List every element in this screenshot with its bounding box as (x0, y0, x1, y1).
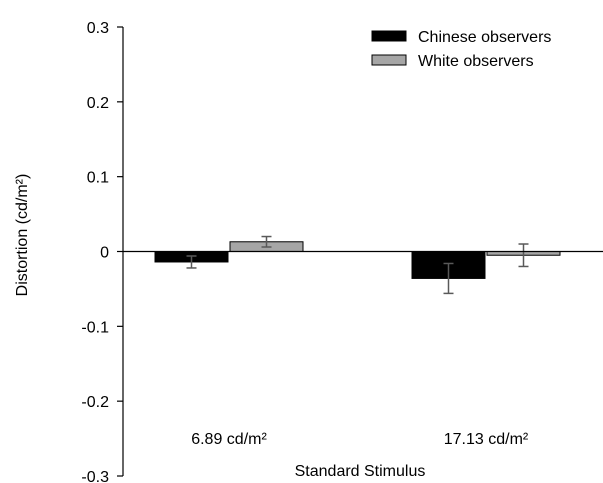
x-axis-title: Standard Stimulus (295, 463, 426, 480)
y-tick-label: -0.2 (81, 394, 109, 411)
category-labels: 6.89 cd/m² 17.13 cd/m² (191, 431, 529, 448)
legend-swatch (371, 54, 407, 66)
y-axis-ticks: 0.3 0.2 0.1 0 -0.1 -0.2 -0.3 (81, 20, 123, 483)
category-label: 17.13 cd/m² (444, 431, 529, 448)
y-tick-label: 0.1 (87, 170, 109, 187)
y-tick-label: 0 (100, 245, 109, 262)
y-tick-label: -0.1 (81, 319, 109, 336)
y-tick-label: 0.2 (87, 95, 109, 112)
y-tick-label: 0.3 (87, 20, 109, 37)
bars (154, 235, 561, 295)
legend-label: Chinese observers (418, 29, 551, 46)
y-axis-title: Distortion (cd/m²) (14, 174, 31, 297)
category-label: 6.89 cd/m² (191, 431, 267, 448)
legend: Chinese observers White observers (371, 29, 551, 70)
legend-swatch (371, 30, 407, 42)
legend-label: White observers (418, 53, 534, 70)
y-tick-label: -0.3 (81, 469, 109, 483)
